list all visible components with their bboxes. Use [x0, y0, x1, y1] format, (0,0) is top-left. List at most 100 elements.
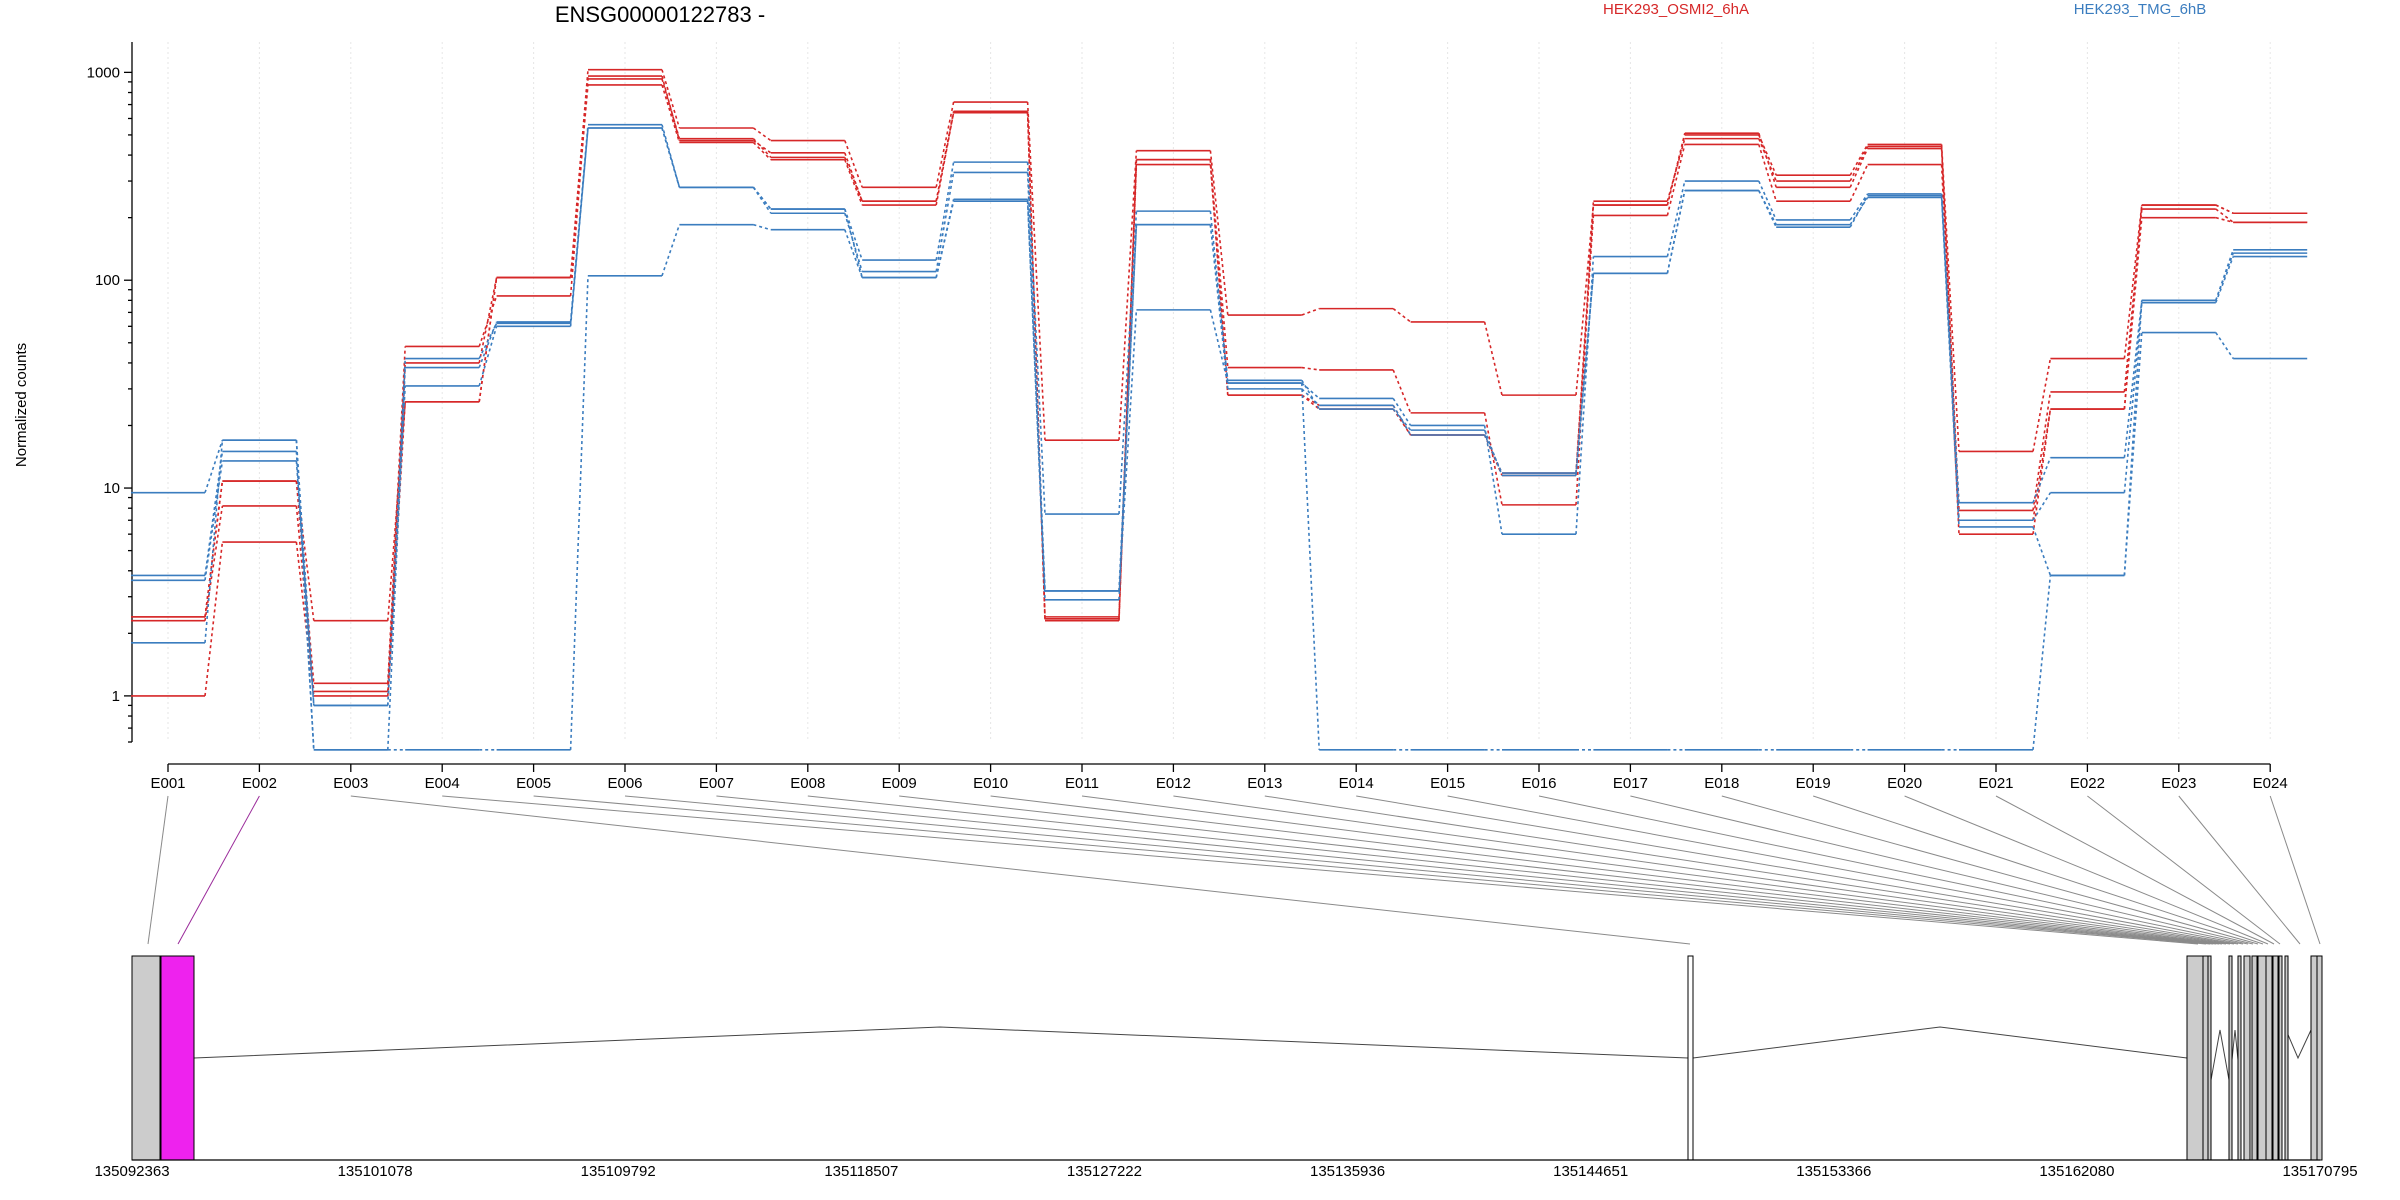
exon-transition [2032, 408, 2052, 521]
genomic-tick-label: 135101078 [338, 1163, 413, 1180]
x-tick-label-e003: E003 [333, 775, 368, 792]
exon-transition [1026, 101, 1046, 441]
connector-e003 [350, 795, 1691, 945]
exon-transition [295, 460, 315, 706]
series-4 [131, 84, 2308, 622]
exon-transition [935, 201, 955, 278]
x-tick-label-e006: E006 [607, 775, 642, 792]
exon-transition [1575, 273, 1595, 476]
x-tick-label-e017: E017 [1613, 775, 1648, 792]
x-tick-label-e008: E008 [790, 775, 825, 792]
connector-e019 [1813, 795, 2264, 945]
x-tick-label-e011: E011 [1065, 775, 1099, 792]
exon-transition [1118, 224, 1138, 600]
x-axis: E001 E002 E003 E004 E005 E006 E007 E008 E009 E010… [150, 763, 2288, 792]
exon-transition [1026, 201, 1046, 591]
connector-e017 [1630, 795, 2254, 945]
exon-transition [1666, 132, 1686, 206]
exon [2278, 955, 2283, 1161]
exon-transition [2215, 332, 2234, 359]
exon-transition [478, 295, 498, 347]
x-tick-label-e005: E005 [516, 775, 551, 792]
exon [2272, 955, 2279, 1161]
exon-transition [935, 112, 955, 206]
exon-transition [1301, 366, 1320, 371]
connector-e002 [177, 795, 260, 945]
exon-transition [204, 460, 224, 581]
intron [1692, 1026, 2188, 1059]
exon-transition [2215, 204, 2234, 214]
exon-transition [1209, 309, 1229, 384]
exon-transition [1118, 224, 1138, 591]
x-tick-label-e018: E018 [1704, 775, 1739, 792]
genomic-axis: 135092363 135101078 135109792 135118507 1351… [94, 1159, 2358, 1180]
exon-transition [569, 275, 589, 750]
exon-transition [1666, 190, 1686, 274]
exon-transition [204, 481, 224, 617]
exon-transition [1758, 144, 1777, 202]
x-tick-label-e014: E014 [1339, 775, 1374, 792]
genomic-tick-label: 135135936 [1310, 1163, 1385, 1180]
connector-e012 [1173, 795, 2231, 945]
exon-transition [1483, 412, 1503, 506]
y-tick-label: 1 [112, 688, 120, 705]
x-tick-label-e004: E004 [425, 775, 460, 792]
exon-transition [1118, 309, 1138, 591]
genomic-tick-label: 135144651 [1553, 1163, 1628, 1180]
connector-e004 [442, 795, 2199, 945]
exon-transition [752, 138, 772, 158]
connector-e011 [1081, 795, 2227, 945]
exon-transition [387, 385, 406, 706]
exon-transition [387, 358, 406, 706]
connector-e006 [624, 795, 2211, 945]
exon-transition [478, 321, 498, 368]
exon-transition [1209, 224, 1229, 381]
exon [2316, 955, 2323, 1161]
exon-transition [204, 440, 224, 643]
exon-transition [2215, 208, 2234, 223]
expression-traces [131, 68, 2308, 751]
intron [2231, 1029, 2239, 1061]
connector-e023 [2178, 795, 2301, 945]
x-tick-label-e023: E023 [2161, 775, 2196, 792]
exon-transition [935, 172, 955, 272]
exon-transition [1483, 321, 1503, 396]
exon-transition [844, 157, 863, 202]
exon-transition [752, 186, 772, 214]
exon-transition [1301, 394, 1320, 410]
exon-transition [1118, 159, 1138, 619]
exon-transition [844, 213, 863, 272]
exon [2186, 955, 2204, 1161]
exon [2228, 955, 2233, 1161]
exon-transition [2123, 204, 2143, 359]
exon-transition [387, 346, 406, 684]
exon-transition [1026, 162, 1046, 515]
exon [2265, 955, 2273, 1161]
connector-e008 [807, 795, 2217, 945]
exon-transition [752, 186, 772, 210]
exon-transition [1758, 180, 1777, 221]
exon-connectors [147, 795, 2321, 945]
exon-transition [1849, 146, 1869, 182]
exon [2257, 955, 2267, 1161]
series-8 [131, 200, 2308, 751]
series-2 [131, 75, 2308, 693]
exon-transition [661, 75, 681, 141]
exon-transition [1575, 256, 1595, 535]
exon-transition [1209, 159, 1229, 368]
exon-transition [844, 229, 863, 278]
exon-transition [1575, 204, 1595, 396]
x-tick-label-e019: E019 [1796, 775, 1831, 792]
x-tick-label-e020: E020 [1887, 775, 1922, 792]
exon [2207, 955, 2212, 1161]
exon-transition [1301, 382, 1320, 399]
series-6 [131, 123, 2308, 751]
genomic-tick-label: 135118507 [824, 1163, 898, 1180]
x-tick-label-e001: E001 [150, 775, 185, 792]
connector-e016 [1538, 795, 2249, 945]
exon-transition [295, 440, 315, 750]
exon-transition [2032, 358, 2052, 452]
y-axis: 1 10 100 1000 [87, 42, 133, 743]
series-3 [131, 78, 2308, 685]
